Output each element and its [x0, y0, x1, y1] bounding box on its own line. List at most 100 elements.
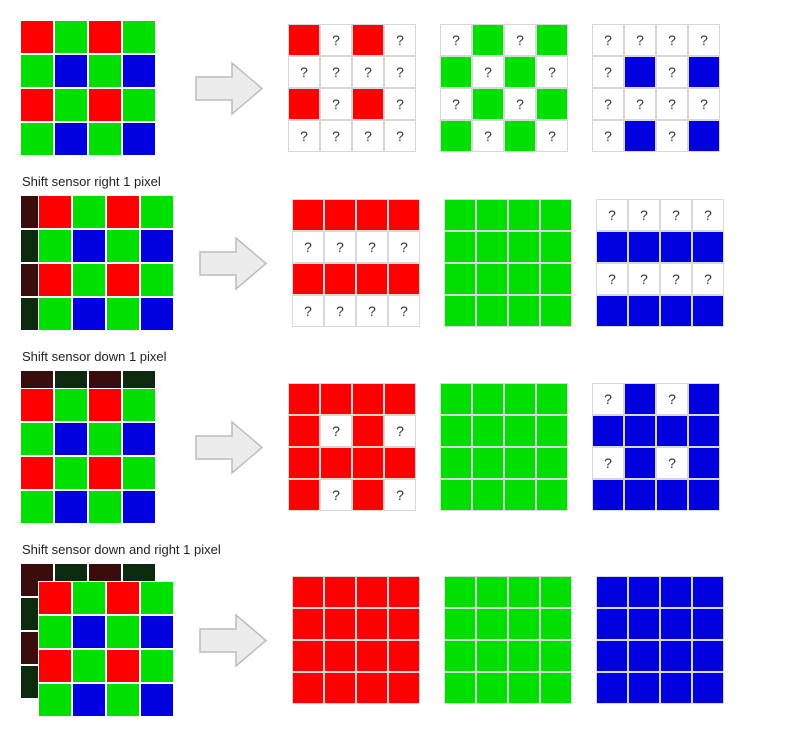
output-cell	[324, 672, 356, 704]
output-cell	[288, 24, 320, 56]
source-cell	[20, 54, 54, 88]
output-cell	[508, 263, 540, 295]
source-cell	[106, 581, 140, 615]
output-cell: ?	[352, 56, 384, 88]
source-grid-layer	[20, 20, 156, 156]
source-cell	[106, 297, 140, 331]
output-cell	[540, 295, 572, 327]
source-cell	[20, 490, 54, 524]
output-cell	[540, 608, 572, 640]
source-cell	[88, 490, 122, 524]
output-cell	[472, 479, 504, 511]
source-cell	[54, 456, 88, 490]
output-cell	[540, 576, 572, 608]
output-cell	[292, 199, 324, 231]
output-cell	[476, 672, 508, 704]
output-cell: ?	[688, 24, 720, 56]
output-cell: ?	[320, 24, 352, 56]
diagram-row: ????????????????????????????????	[20, 20, 771, 156]
output-cell	[504, 447, 536, 479]
output-cell: ?	[440, 88, 472, 120]
output-cell: ?	[356, 295, 388, 327]
output-cell	[596, 672, 628, 704]
source-cell	[54, 490, 88, 524]
source-cell	[72, 195, 106, 229]
output-cell: ?	[688, 88, 720, 120]
source-cell	[140, 229, 174, 263]
output-cell: ?	[596, 199, 628, 231]
source-cell	[88, 456, 122, 490]
source-grid-layer	[38, 581, 174, 717]
output-cell: ?	[324, 231, 356, 263]
source-cell	[38, 195, 72, 229]
output-cell	[596, 231, 628, 263]
output-cell	[656, 415, 688, 447]
source-cell	[20, 20, 54, 54]
source-cell	[122, 422, 156, 456]
output-cell: ?	[352, 120, 384, 152]
output-cell	[440, 120, 472, 152]
output-cell: ?	[660, 199, 692, 231]
source-cell	[140, 195, 174, 229]
output-cell	[356, 608, 388, 640]
source-cell	[88, 422, 122, 456]
output-cell	[324, 263, 356, 295]
source-cell	[54, 422, 88, 456]
output-cell: ?	[292, 231, 324, 263]
output-cell	[388, 576, 420, 608]
source-cell	[140, 581, 174, 615]
output-cell	[440, 383, 472, 415]
output-cell	[356, 672, 388, 704]
source-cell	[38, 649, 72, 683]
output-cell: ?	[660, 263, 692, 295]
output-cell	[476, 640, 508, 672]
source-cell	[88, 88, 122, 122]
output-cell	[536, 447, 568, 479]
output-cell: ?	[384, 24, 416, 56]
row-caption: Shift sensor down and right 1 pixel	[22, 542, 771, 557]
output-cell: ?	[656, 447, 688, 479]
output-cell: ?	[440, 24, 472, 56]
source-cell	[72, 229, 106, 263]
output-cell: ?	[320, 415, 352, 447]
source-cell	[38, 615, 72, 649]
pixel-shift-diagram: ???????????????????????????????? Shift se…	[20, 20, 771, 717]
output-cell	[504, 415, 536, 447]
output-cell	[660, 231, 692, 263]
output-cell	[384, 447, 416, 479]
output-cell	[472, 88, 504, 120]
output-cell	[388, 199, 420, 231]
output-cell	[508, 608, 540, 640]
output-cell	[688, 479, 720, 511]
output-cell	[292, 263, 324, 295]
output-cell	[688, 120, 720, 152]
arrow-icon	[194, 61, 264, 116]
output-cell	[384, 383, 416, 415]
blue-channel-grid: ????	[592, 383, 720, 511]
output-cell	[356, 576, 388, 608]
output-cell	[592, 479, 624, 511]
source-cell	[88, 20, 122, 54]
output-cell	[508, 672, 540, 704]
output-cell: ?	[472, 56, 504, 88]
output-cell	[628, 295, 660, 327]
source-cell	[72, 649, 106, 683]
output-cell	[472, 383, 504, 415]
source-cell	[122, 20, 156, 54]
source-cell	[20, 456, 54, 490]
output-cell: ?	[656, 120, 688, 152]
source-cell	[72, 581, 106, 615]
output-cell	[628, 640, 660, 672]
output-cell	[440, 56, 472, 88]
output-cell	[352, 479, 384, 511]
output-cell: ?	[320, 56, 352, 88]
output-cell	[444, 608, 476, 640]
output-cell: ?	[384, 88, 416, 120]
output-cell	[536, 415, 568, 447]
source-cell	[38, 297, 72, 331]
output-cell: ?	[384, 415, 416, 447]
output-cell	[472, 415, 504, 447]
source-cell	[72, 683, 106, 717]
output-cell: ?	[656, 56, 688, 88]
output-cell	[504, 479, 536, 511]
